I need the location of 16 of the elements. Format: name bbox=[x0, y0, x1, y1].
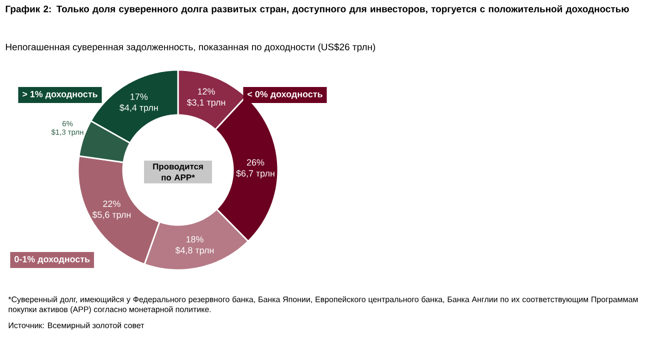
data-label: 12% bbox=[198, 88, 215, 95]
slice-label: $3,1 трлн bbox=[186, 98, 226, 108]
text: График 2: Только доля суверенного долга развитых стран, доступного для инвесторов, торгуется с положительной доходностью bbox=[6, 5, 629, 14]
text: > 1% доходность bbox=[22, 90, 98, 100]
data-label: 18% bbox=[186, 236, 204, 242]
chart-subtitle: Непогашенная суверенная задолженность, показанная по доходности (US$26 трлн) bbox=[6, 43, 376, 52]
data-label: 26% bbox=[246, 159, 264, 166]
data-label: 17% bbox=[130, 94, 148, 100]
slice-label: $4,8 трлн bbox=[175, 246, 214, 256]
slice-label: $6,7 трлн bbox=[236, 170, 274, 178]
text: < 0% доходность bbox=[248, 90, 322, 100]
text: Проводится по APP* bbox=[153, 164, 203, 180]
data-label: 22% bbox=[103, 200, 120, 207]
slice-label: $4,4 трлн bbox=[120, 104, 158, 113]
slice-label: $5,6 трлн bbox=[92, 211, 131, 220]
text: 0-1% доходность bbox=[14, 256, 90, 264]
